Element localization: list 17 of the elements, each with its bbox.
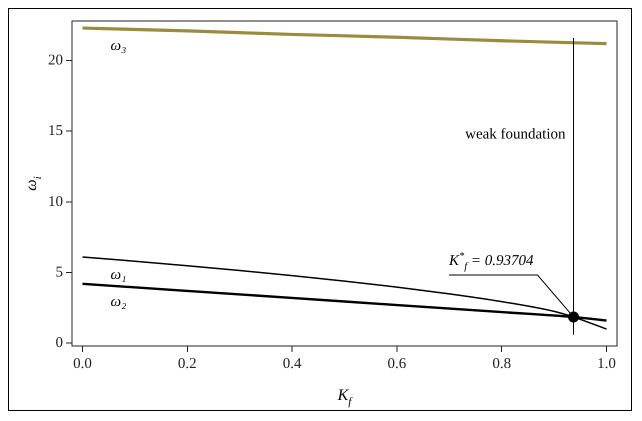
y-tick-label: 0 (56, 335, 63, 352)
x-tick-label: 0.0 (73, 356, 92, 372)
x-tick-label: 0.8 (492, 356, 512, 372)
x-tick-label: 0.4 (282, 356, 302, 372)
annotation: weak foundation (465, 126, 566, 143)
series-label: ω₂ (110, 294, 126, 310)
x-tick-label: 1.0 (597, 356, 616, 372)
annotation: K*f = 0.93704 (448, 251, 534, 273)
series-label: ω₃ (110, 38, 126, 54)
x-tick-label: 0.6 (388, 356, 407, 372)
y-axis-title: ωi (23, 176, 44, 191)
series-label: ω₁ (110, 266, 126, 283)
y-tick-label: 5 (56, 264, 63, 280)
y-tick-label: 10 (48, 194, 63, 210)
y-tick-label: 15 (48, 123, 63, 140)
y-tick-label: 20 (48, 52, 63, 69)
x-tick-label: 0.2 (178, 356, 197, 372)
